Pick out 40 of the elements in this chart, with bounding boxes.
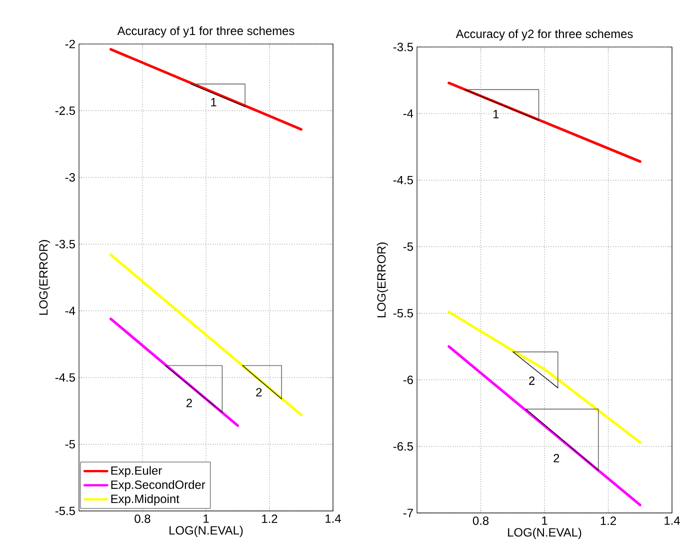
y-tick-label: -5 <box>403 242 413 251</box>
chart-title: Accuracy of y2 for three schemes <box>456 29 633 40</box>
y-tick-label: -5.5 <box>55 506 75 516</box>
annotation: 2 <box>529 376 535 385</box>
y-tick-label: -4.5 <box>393 176 413 184</box>
x-tick-label: 1.4 <box>664 516 680 525</box>
annotation: 2 <box>554 454 560 462</box>
x-tick-label: 1.2 <box>600 516 616 525</box>
y-axis-title: LOG(ERROR) <box>376 242 388 318</box>
y-tick-label: -7 <box>403 508 413 518</box>
x-tick-label: 0.8 <box>134 514 150 523</box>
y-tick-label: -5.5 <box>393 309 413 318</box>
y-tick-label: -2.5 <box>55 106 75 115</box>
x-tick-label: 1.4 <box>326 514 341 523</box>
y-tick-label: -5 <box>65 440 75 448</box>
x-tick-label: 1.2 <box>262 514 278 523</box>
y-tick-label: -3.5 <box>55 240 75 248</box>
y-tick-label: -6 <box>403 376 413 384</box>
y-tick-label: -4 <box>65 306 76 315</box>
annotation: 2 <box>186 398 192 408</box>
legend-label: Exp.SecondOrder <box>111 480 206 492</box>
x-tick-label: 1 <box>204 514 209 523</box>
x-tick-label: 1 <box>542 516 548 525</box>
x-axis-title: LOG(N.EVAL) <box>508 528 582 539</box>
y-tick-label: -3 <box>65 173 75 182</box>
y-tick-label: -2 <box>65 40 75 48</box>
chart-title: Accuracy of y1 for three schemes <box>117 26 294 38</box>
y-tick-label: -4.5 <box>55 373 75 382</box>
x-axis-title: LOG(N.EVAL) <box>170 526 243 537</box>
annotation: 2 <box>256 388 262 396</box>
line-series <box>448 310 642 444</box>
y-axis-title: LOG(ERROR) <box>38 240 50 315</box>
y-tick-label: -4 <box>403 109 414 118</box>
legend-label: Exp.Euler <box>111 466 162 478</box>
annotation: 1 <box>211 98 216 106</box>
y-tick-label: -6.5 <box>393 442 413 451</box>
annotation: 1 <box>493 110 499 118</box>
y-tick-label: -3.5 <box>393 42 413 52</box>
legend-label: Exp.Midpoint <box>111 494 180 506</box>
x-tick-label: 0.8 <box>472 516 489 525</box>
